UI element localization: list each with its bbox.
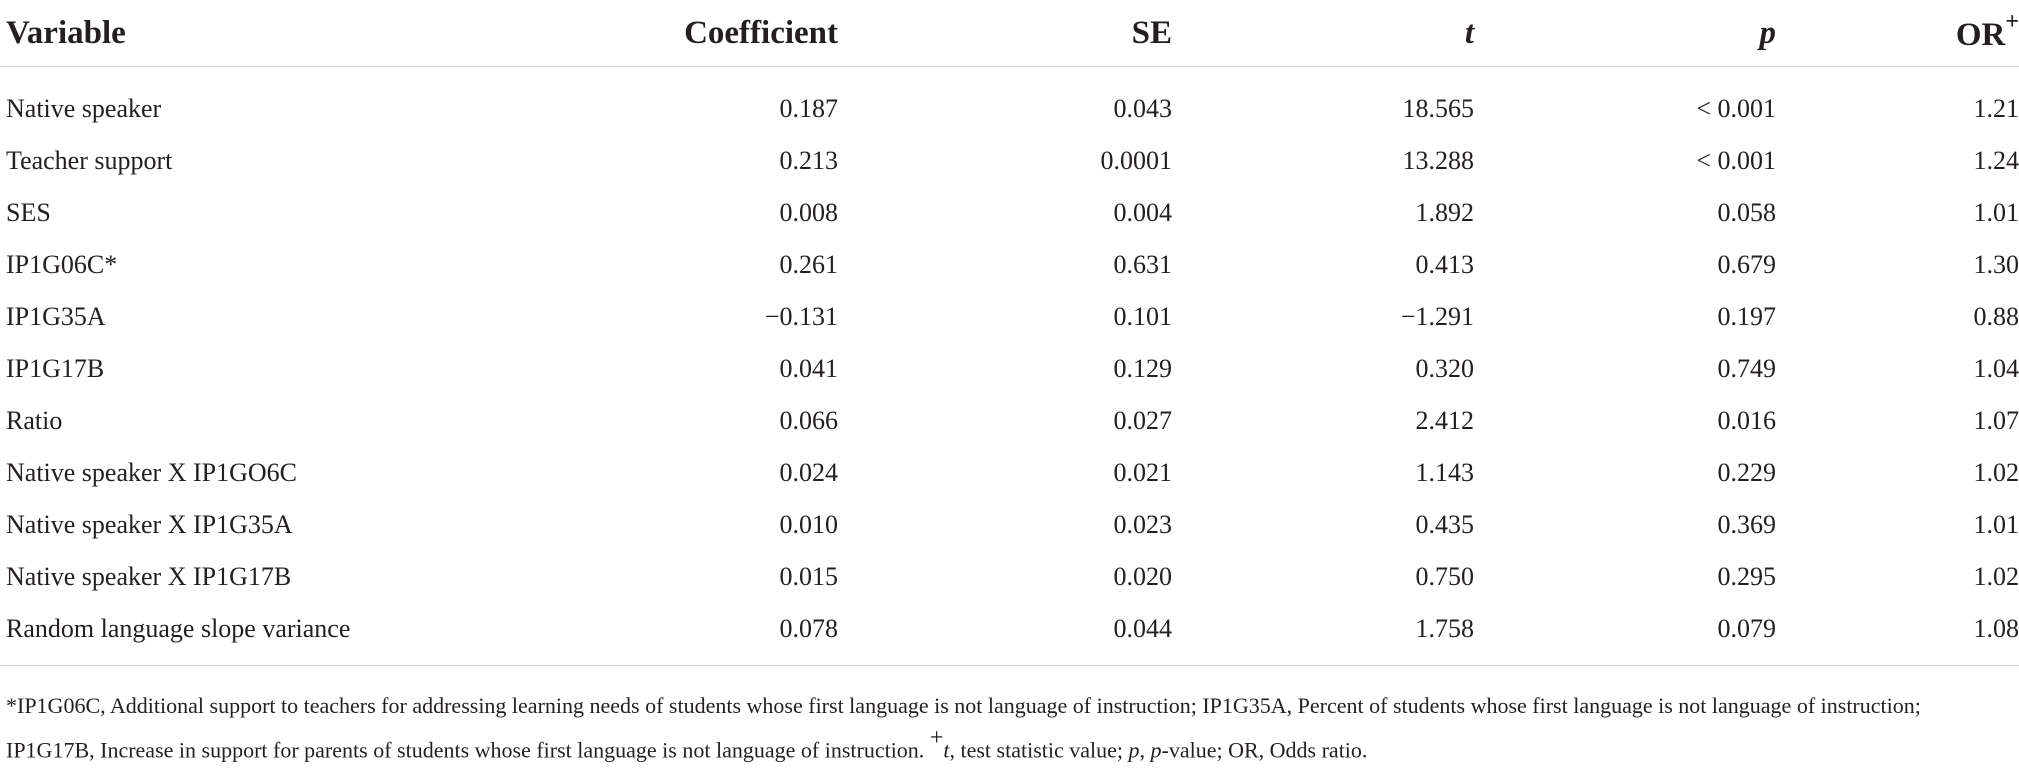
cell-se: 0.044: [838, 603, 1172, 666]
header-or: OR+: [1776, 0, 2019, 67]
cell-se: 0.021: [1113, 458, 1173, 487]
cell-se: 0.004: [1113, 198, 1173, 227]
table-row: Native speaker X IP1G17B 0.015 0.020 0.750 0…: [0, 551, 2019, 603]
cell-t: 0.320: [1415, 354, 1475, 383]
table-row: Native speaker X IP1G35A 0.010 0.023 0.435 0…: [0, 499, 2019, 551]
table-row: IP1G35A −0.131 0.101 −1.291 0.197 0.88: [0, 291, 2019, 343]
cell-t: 1.143: [1415, 458, 1475, 487]
cell-se: 0.101: [1113, 302, 1173, 331]
table-row: IP1G17B 0.041 0.129 0.320 0.749 1.04: [0, 343, 2019, 395]
cell-or: 1.24: [1973, 146, 2019, 175]
table-row: Ratio 0.066 0.027 2.412 0.016 1.07: [0, 395, 2019, 447]
cell-se: 0.043: [1113, 94, 1173, 123]
table-row: SES 0.008 0.004 1.892 0.058 1.01: [0, 187, 2019, 239]
cell-p: 0.679: [1717, 250, 1777, 279]
cell-variable: SES: [6, 198, 51, 227]
cell-t: 0.435: [1415, 510, 1475, 539]
cell-t: 1.758: [1172, 603, 1474, 666]
cell-variable: Native speaker X IP1G17B: [6, 562, 292, 591]
cell-t: −1.291: [1400, 302, 1474, 331]
header-p: p: [1474, 0, 1776, 67]
cell-coefficient: 0.010: [779, 510, 839, 539]
cell-p: 0.295: [1717, 562, 1777, 591]
cell-se: 0.023: [1113, 510, 1173, 539]
cell-variable: IP1G17B: [6, 354, 105, 383]
cell-variable: IP1G06C*: [6, 250, 118, 279]
cell-variable: IP1G35A: [6, 302, 106, 331]
cell-p: 0.369: [1717, 510, 1777, 539]
header-variable: Variable: [0, 0, 560, 67]
table-row: Native speaker X IP1GO6C 0.024 0.021 1.143 0…: [0, 447, 2019, 499]
cell-or: 1.01: [1973, 510, 2019, 539]
cell-coefficient: 0.015: [779, 562, 839, 591]
footnote-plus: +: [929, 725, 944, 751]
cell-variable: Native speaker X IP1GO6C: [6, 458, 297, 487]
header-or-label: OR: [1955, 16, 2006, 53]
cell-coefficient: 0.024: [779, 458, 839, 487]
cell-p: < 0.001: [1696, 146, 1776, 175]
footnote-text-3: ,: [1139, 737, 1151, 763]
cell-or: 1.01: [1973, 198, 2019, 227]
cell-or: 1.02: [1973, 562, 2019, 591]
header-or-superscript: +: [2005, 8, 2019, 35]
cell-coefficient: 0.066: [779, 406, 839, 435]
cell-se: 0.129: [1113, 354, 1173, 383]
cell-or: 1.30: [1973, 250, 2019, 279]
table-body: Native speaker 0.187 0.043 18.565 < 0.001 1.2…: [0, 67, 2019, 666]
footnote-text-2: , test statistic value;: [949, 737, 1129, 763]
cell-se: 0.0001: [1100, 146, 1173, 175]
cell-t: 13.288: [1402, 146, 1475, 175]
cell-variable: Native speaker X IP1G35A: [6, 510, 293, 539]
cell-p: 0.079: [1474, 603, 1776, 666]
results-table: Variable Coefficient SE t p OR+ Native s…: [0, 0, 2019, 666]
cell-t: 1.892: [1415, 198, 1475, 227]
cell-t: 18.565: [1402, 94, 1475, 123]
header-t: t: [1172, 0, 1474, 67]
cell-coefficient: 0.261: [779, 250, 839, 279]
footnote-text-4: -value; OR, Odds ratio.: [1161, 737, 1368, 763]
cell-p: < 0.001: [1696, 94, 1776, 123]
table-row: Teacher support 0.213 0.0001 13.288 < 0.001 1…: [0, 135, 2019, 187]
table-row: Random language slope variance 0.078 0.044…: [0, 603, 2019, 666]
table-row: IP1G06C* 0.261 0.631 0.413 0.679 1.30: [0, 239, 2019, 291]
cell-p: 0.229: [1717, 458, 1777, 487]
cell-or: 1.07: [1973, 406, 2019, 435]
cell-coefficient: 0.041: [779, 354, 839, 383]
header-row: Variable Coefficient SE t p OR+: [0, 0, 2019, 67]
cell-coefficient: 0.187: [779, 94, 839, 123]
cell-variable: Teacher support: [6, 146, 173, 175]
footnote-t: t: [943, 737, 950, 763]
cell-coefficient: 0.078: [560, 603, 838, 666]
header-se: SE: [838, 0, 1172, 67]
cell-coefficient: −0.131: [764, 302, 838, 331]
cell-p: 0.058: [1717, 198, 1777, 227]
cell-or: 1.21: [1973, 94, 2019, 123]
cell-coefficient: 0.008: [779, 198, 839, 227]
cell-variable: Native speaker: [6, 94, 162, 123]
cell-se: 0.631: [1113, 250, 1173, 279]
cell-coefficient: 0.213: [779, 146, 839, 175]
cell-t: 0.750: [1415, 562, 1475, 591]
cell-or: 1.02: [1973, 458, 2019, 487]
cell-variable: Ratio: [6, 406, 63, 435]
header-coefficient: Coefficient: [560, 0, 838, 67]
cell-se: 0.027: [1113, 406, 1173, 435]
footnote-p-2: p: [1150, 737, 1162, 763]
footnote-p: p: [1128, 737, 1140, 763]
cell-variable: Random language slope variance: [0, 603, 560, 666]
table-header: Variable Coefficient SE t p OR+: [0, 0, 2019, 67]
cell-p: 0.197: [1717, 302, 1777, 331]
cell-or: 0.88: [1973, 302, 2019, 331]
cell-or: 1.08: [1776, 603, 2019, 666]
cell-t: 2.412: [1415, 406, 1475, 435]
cell-se: 0.020: [1113, 562, 1173, 591]
cell-p: 0.016: [1717, 406, 1777, 435]
table-footnote: *IP1G06C, Additional support to teachers…: [6, 688, 2013, 768]
footnote-text: *IP1G06C, Additional support to teachers…: [6, 693, 1921, 763]
cell-or: 1.04: [1973, 354, 2019, 383]
cell-t: 0.413: [1415, 250, 1475, 279]
table-row: Native speaker 0.187 0.043 18.565 < 0.001 1.2…: [0, 67, 2019, 136]
cell-p: 0.749: [1717, 354, 1777, 383]
